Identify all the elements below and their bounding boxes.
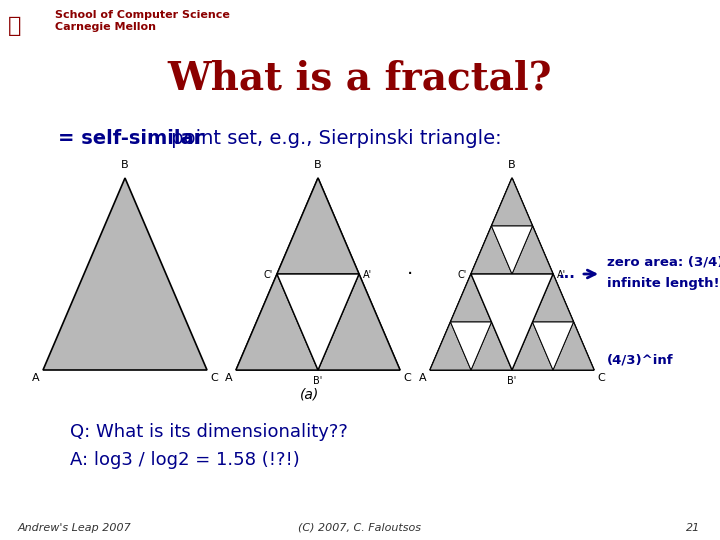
Text: A': A' [557,270,566,280]
Polygon shape [430,178,594,370]
Text: B: B [121,160,129,170]
Text: ·: · [407,265,413,284]
Polygon shape [471,226,512,274]
Polygon shape [492,226,533,274]
Polygon shape [236,178,400,370]
Polygon shape [430,274,512,370]
Polygon shape [512,274,594,370]
Text: B': B' [313,376,323,386]
Polygon shape [43,178,207,370]
Text: A': A' [363,270,372,280]
Text: C: C [210,373,217,383]
Text: C': C' [458,270,467,280]
Text: B': B' [508,376,517,386]
Text: B: B [508,160,516,170]
Text: (4/3)^inf: (4/3)^inf [607,354,674,367]
Text: Carnegie Mellon: Carnegie Mellon [55,22,156,32]
Polygon shape [471,274,553,370]
Text: zero area: (3/4)^inf: zero area: (3/4)^inf [607,255,720,268]
Text: B: B [314,160,322,170]
Text: What is a fractal?: What is a fractal? [168,59,552,97]
Text: A: A [32,373,40,383]
Polygon shape [236,274,318,370]
Text: 21: 21 [685,523,700,533]
Text: A: A [419,373,427,383]
Polygon shape [553,322,594,370]
Text: A: A [225,373,233,383]
Text: (a): (a) [300,388,320,402]
Polygon shape [451,274,492,322]
Polygon shape [277,274,359,370]
Polygon shape [318,274,400,370]
Text: ...: ... [559,267,576,281]
Text: C: C [403,373,410,383]
Text: C: C [597,373,605,383]
Polygon shape [533,322,574,370]
Text: 🦅: 🦅 [8,16,22,36]
Polygon shape [471,178,553,274]
Polygon shape [512,226,553,274]
Polygon shape [471,274,553,370]
Text: = self-similar: = self-similar [58,129,203,147]
Polygon shape [533,274,574,322]
Text: infinite length!: infinite length! [607,278,719,291]
Text: Q: What is its dimensionality??: Q: What is its dimensionality?? [70,423,348,441]
Polygon shape [471,322,512,370]
Text: A: log3 / log2 = 1.58 (!?!): A: log3 / log2 = 1.58 (!?!) [70,451,300,469]
Text: point set, e.g., Sierpinski triangle:: point set, e.g., Sierpinski triangle: [165,129,502,147]
Polygon shape [492,178,533,226]
Text: School of Computer Science: School of Computer Science [55,10,230,20]
Polygon shape [277,178,359,274]
Text: C': C' [264,270,273,280]
Text: (C) 2007, C. Faloutsos: (C) 2007, C. Faloutsos [299,523,421,533]
Polygon shape [512,322,553,370]
Polygon shape [430,322,471,370]
Polygon shape [451,322,492,370]
Text: Andrew's Leap 2007: Andrew's Leap 2007 [18,523,132,533]
